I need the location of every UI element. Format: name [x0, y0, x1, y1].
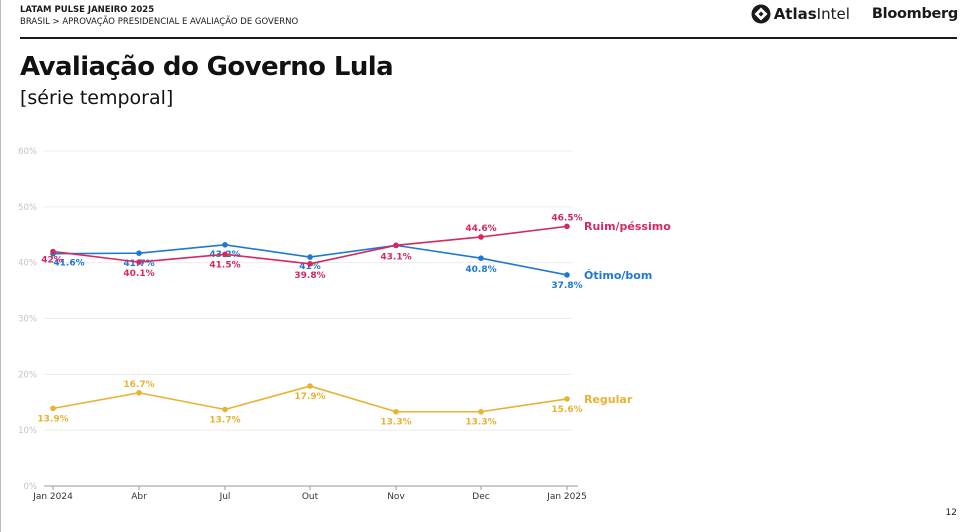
- series-name-label: Regular: [584, 393, 633, 406]
- x-tick-label: Nov: [387, 492, 405, 502]
- data-label: 39.8%: [294, 271, 325, 281]
- y-tick-label: 10%: [18, 426, 37, 436]
- y-tick-label: 40%: [18, 259, 37, 269]
- data-label: 13.3%: [380, 418, 411, 428]
- atlasintel-logo: AtlasIntel: [751, 4, 850, 24]
- x-tick-label: Jan 2025: [546, 492, 587, 502]
- data-label: 44.6%: [465, 224, 496, 234]
- breadcrumb: BRASIL > APROVAÇÃO PRESIDENCIAL E AVALIA…: [20, 17, 299, 27]
- page-number: 12: [945, 508, 957, 518]
- data-point: [478, 234, 484, 240]
- atlasintel-mark-icon: [751, 4, 771, 24]
- data-point: [50, 405, 56, 412]
- data-point: [136, 250, 142, 256]
- data-point: [393, 242, 399, 249]
- data-label: 46.5%: [551, 213, 582, 223]
- data-label: 13.3%: [465, 418, 496, 428]
- atlasintel-logo-bold: Atlas: [773, 5, 817, 23]
- y-tick-label: 30%: [18, 315, 37, 325]
- y-tick-label: 20%: [18, 370, 37, 380]
- data-point: [478, 408, 484, 415]
- logo-bar: AtlasIntel Bloomberg: [751, 4, 958, 24]
- data-label: 40.8%: [465, 265, 496, 275]
- page-subtitle: [série temporal]: [20, 87, 174, 109]
- data-label: 41.5%: [209, 260, 240, 270]
- data-point: [136, 389, 142, 396]
- data-label: 15.6%: [551, 405, 582, 415]
- page-left-border: [0, 0, 1, 532]
- data-label: 42%: [41, 256, 63, 266]
- data-point: [222, 242, 228, 248]
- data-label: 17.9%: [294, 392, 325, 402]
- data-label: 13.7%: [209, 416, 240, 426]
- data-point: [50, 248, 56, 255]
- atlasintel-logo-light: Intel: [816, 5, 850, 23]
- header-divider: [20, 37, 957, 39]
- data-point: [564, 272, 570, 278]
- data-label: 40.1%: [123, 269, 154, 279]
- x-tick-label: Dec: [472, 492, 489, 502]
- y-tick-label: 0%: [24, 482, 38, 492]
- data-point: [222, 406, 228, 413]
- data-label: 13.9%: [37, 414, 68, 424]
- y-tick-label: 60%: [18, 147, 37, 157]
- data-label: 41.6%: [53, 259, 84, 269]
- data-point: [222, 251, 228, 258]
- data-point: [307, 254, 313, 260]
- report-header-title: LATAM PULSE JANEIRO 2025: [20, 5, 155, 15]
- data-label: 37.8%: [551, 281, 582, 291]
- data-label: 43.1%: [380, 252, 411, 262]
- y-tick-label: 50%: [18, 203, 37, 213]
- data-point: [478, 255, 484, 261]
- x-tick-label: Jul: [219, 492, 231, 502]
- series-name-label: Ruim/péssimo: [584, 220, 671, 233]
- report-header: LATAM PULSE JANEIRO 2025 BRASIL > APROVA…: [20, 4, 298, 28]
- data-point: [136, 259, 142, 265]
- bloomberg-logo: Bloomberg: [871, 6, 958, 22]
- data-point: [393, 408, 399, 415]
- data-label: 41%: [299, 262, 321, 272]
- series-name-label: Ótimo/bom: [584, 269, 652, 282]
- page-title: Avaliação do Governo Lula: [20, 52, 394, 82]
- data-point: [307, 383, 313, 389]
- data-point: [564, 223, 570, 230]
- data-point: [564, 396, 570, 402]
- x-tick-label: Abr: [131, 492, 147, 502]
- x-tick-label: Jan 2024: [32, 492, 73, 502]
- x-tick-label: Out: [302, 492, 319, 502]
- data-label: 16.7%: [123, 380, 154, 390]
- data-point: [307, 260, 313, 267]
